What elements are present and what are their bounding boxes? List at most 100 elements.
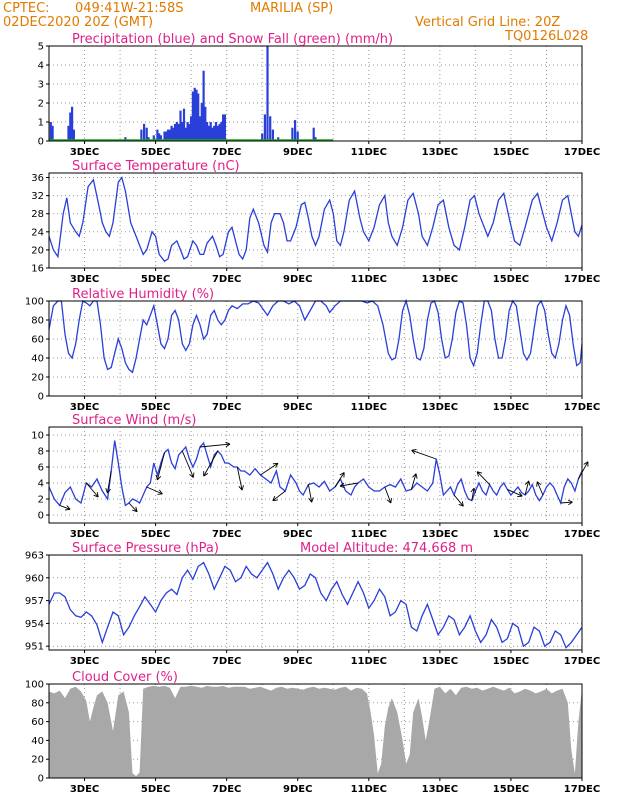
wind-arrow bbox=[260, 462, 279, 476]
wind-arrow bbox=[156, 452, 165, 481]
precip-bar bbox=[72, 129, 75, 141]
wind-arrow bbox=[146, 486, 163, 495]
y-tick-label: 2 bbox=[38, 495, 44, 506]
x-tick-label: 5DEC bbox=[141, 147, 170, 158]
panel-frame bbox=[48, 172, 583, 269]
wind-arrow bbox=[507, 488, 523, 497]
y-tick-label: 80 bbox=[31, 698, 44, 709]
wind-arrow bbox=[536, 481, 544, 496]
y-tick-label: 20 bbox=[31, 755, 44, 766]
wind-arrow-head bbox=[225, 441, 231, 445]
x-tick-label: 15DEC bbox=[493, 402, 529, 413]
wind-arrow-head bbox=[158, 489, 163, 495]
x-tick-label: 7DEC bbox=[212, 147, 241, 158]
x-tick-label: 17DEC bbox=[564, 784, 600, 795]
y-tick-label: 60 bbox=[31, 717, 44, 728]
panel-frame bbox=[48, 300, 583, 397]
panel-frame bbox=[48, 554, 583, 651]
header-run-time: 02DEC2020 20Z (GMT) bbox=[3, 15, 154, 30]
wind-arrow-head bbox=[524, 480, 530, 485]
panel-title: Relative Humidity (%) bbox=[72, 287, 214, 302]
precip-bar bbox=[184, 127, 187, 141]
wind-arrow-head bbox=[461, 501, 464, 507]
y-tick-label: 951 bbox=[25, 642, 44, 653]
y-tick-label: 0 bbox=[38, 137, 44, 148]
x-tick-label: 11DEC bbox=[351, 147, 387, 158]
precip-bar bbox=[296, 131, 299, 141]
wind-arrow-head bbox=[339, 482, 345, 487]
wind-arrow-head bbox=[458, 503, 464, 507]
precip-bar bbox=[195, 89, 198, 141]
precip-bar bbox=[147, 137, 150, 141]
y-tick-label: 16 bbox=[31, 264, 44, 275]
x-tick-label: 15DEC bbox=[493, 656, 529, 667]
header-grid-note: Vertical Grid Line: 20Z bbox=[415, 15, 561, 30]
wind-arrow-head bbox=[272, 495, 276, 501]
precip-bar bbox=[277, 137, 280, 141]
wind-arrow-head bbox=[470, 487, 475, 493]
panel-precip: 0 1 2 3 4 5 3DEC 5DEC 7DEC 9DEC 11DEC 13DEC 15DEC 17D… bbox=[38, 32, 601, 158]
x-tick-label: 7DEC bbox=[212, 529, 241, 540]
precip-bar bbox=[159, 135, 162, 141]
precip-bar bbox=[166, 129, 170, 141]
x-tick-label: 7DEC bbox=[212, 402, 241, 413]
y-tick-label: 0 bbox=[38, 511, 44, 522]
precip-bar bbox=[51, 125, 54, 141]
precip-bar bbox=[211, 127, 214, 141]
panel-cloud: 0 20 40 60 80 100 3DEC 5DEC 7DEC 9DEC 11DEC 13DEC 15… bbox=[25, 670, 600, 795]
header-code: TQ0126L028 bbox=[505, 29, 589, 44]
wind-arrow-head bbox=[386, 499, 392, 504]
y-tick-label: 0 bbox=[38, 392, 44, 403]
panel-frame bbox=[48, 426, 583, 524]
wind-arrow-head bbox=[155, 474, 158, 481]
precip-bar bbox=[177, 123, 180, 141]
precip-bar bbox=[191, 91, 194, 141]
wind-arrow bbox=[181, 450, 194, 478]
precip-bar bbox=[266, 46, 269, 141]
precip-bar bbox=[222, 114, 225, 141]
wind-arrow bbox=[339, 482, 359, 487]
wind-arrow-head bbox=[192, 472, 195, 478]
precip-bar bbox=[271, 129, 274, 141]
y-tick-label: 60 bbox=[31, 335, 44, 346]
panel-rh: 0 20 40 60 80 100 3DEC 5DEC 7DEC 9DEC 11DEC 13DEC 15… bbox=[25, 287, 600, 413]
precip-bar bbox=[269, 116, 272, 141]
wind-arrow bbox=[236, 466, 243, 491]
y-tick-label: 3 bbox=[38, 80, 44, 91]
precip-bar bbox=[312, 127, 315, 141]
header-location: MARILIA (SP) bbox=[250, 1, 334, 16]
y-tick-label: 2 bbox=[38, 99, 44, 110]
wind-arrow bbox=[106, 470, 112, 494]
wind-arrow-head bbox=[390, 498, 392, 504]
precip-bar bbox=[314, 137, 317, 141]
precip-bar bbox=[158, 133, 161, 141]
x-tick-label: 17DEC bbox=[564, 274, 600, 285]
wind-arrow-head bbox=[411, 450, 416, 455]
y-tick-label: 957 bbox=[25, 596, 44, 607]
x-tick-label: 5DEC bbox=[141, 402, 170, 413]
y-tick-label: 8 bbox=[38, 447, 44, 458]
wind-arrow bbox=[411, 449, 437, 460]
precip-bar bbox=[71, 106, 74, 141]
wind-arrow bbox=[199, 443, 231, 448]
y-tick-label: 963 bbox=[25, 551, 44, 562]
x-tick-label: 9DEC bbox=[283, 402, 312, 413]
precip-bar bbox=[168, 129, 171, 141]
x-tick-label: 7DEC bbox=[212, 656, 241, 667]
x-tick-label: 11DEC bbox=[351, 274, 387, 285]
x-tick-label: 13DEC bbox=[422, 529, 458, 540]
x-tick-label: 17DEC bbox=[564, 402, 600, 413]
cloud-cover-area bbox=[49, 685, 582, 778]
precip-bar bbox=[124, 137, 127, 141]
wind-arrow-head bbox=[412, 473, 417, 478]
wind-series-line bbox=[48, 440, 583, 507]
precip-bar bbox=[163, 131, 166, 141]
y-tick-label: 4 bbox=[38, 61, 44, 72]
panel-title: Cloud Cover (%) bbox=[72, 670, 178, 685]
precip-bar bbox=[220, 122, 223, 141]
y-tick-label: 1 bbox=[38, 118, 44, 129]
wind-arrow-head bbox=[238, 486, 243, 491]
x-tick-label: 17DEC bbox=[564, 529, 600, 540]
wind-arrow-head bbox=[105, 488, 108, 494]
precip-bar bbox=[206, 122, 209, 141]
